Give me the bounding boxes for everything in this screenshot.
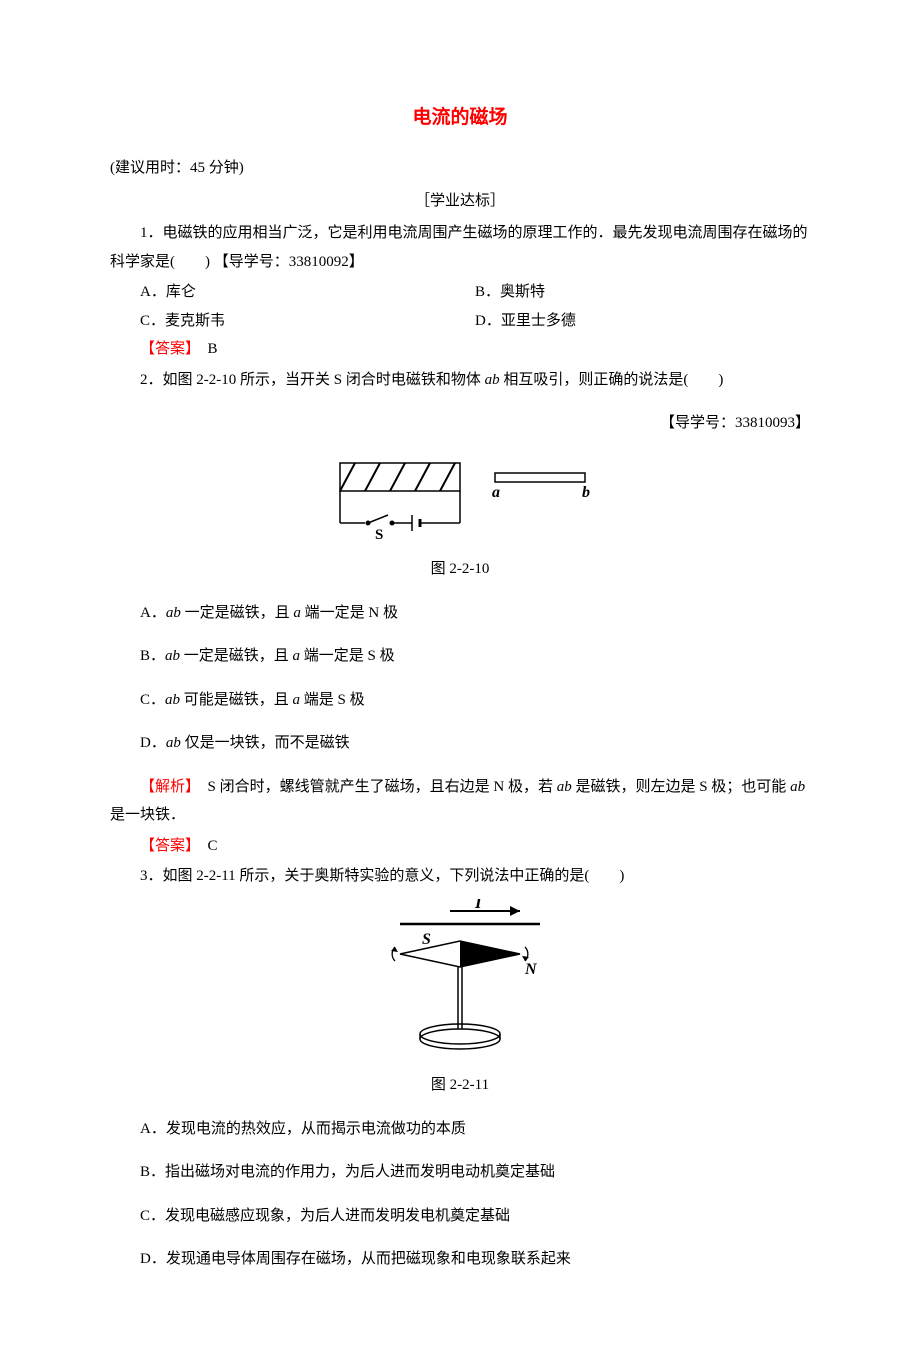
q1-row2: C．麦克斯韦 D．亚里士多德 <box>140 307 810 336</box>
q1-answer: 【答案】 B <box>110 335 810 364</box>
q3-stem: 3．如图 2-2-11 所示，关于奥斯特实验的意义，下列说法中正确的是( ) <box>110 862 810 891</box>
q3-optD: D．发现通电导体周围存在磁场，从而把磁现象和电现象联系起来 <box>140 1245 810 1274</box>
explanation-label: 【解析】 <box>140 779 193 795</box>
q1-optD: D．亚里士多德 <box>475 307 810 336</box>
svg-text:S: S <box>375 527 383 543</box>
q1-stem: 1．电磁铁的应用相当广泛，它是利用电流周围产生磁场的原理工作的．最先发现电流周围… <box>110 219 810 276</box>
page-title: 电流的磁场 <box>110 100 810 136</box>
q3-fig-caption: 图 2-2-11 <box>110 1071 810 1100</box>
q2-optD: D．ab 仅是一块铁，而不是磁铁 <box>140 729 810 758</box>
q1-optB: B．奥斯特 <box>475 278 810 307</box>
q3-optB: B．指出磁场对电流的作用力，为后人进而发明电动机奠定基础 <box>140 1158 810 1187</box>
svg-text:S: S <box>422 931 431 948</box>
time-suggestion: (建议用时：45 分钟) <box>110 154 810 183</box>
q2-figure: S a b <box>110 453 810 554</box>
q3-figure: I S N <box>110 899 810 1070</box>
q2-optB: B．ab 一定是磁铁，且 a 端一定是 S 极 <box>140 642 810 671</box>
q2-optA: A．ab 一定是磁铁，且 a 端一定是 N 极 <box>140 599 810 628</box>
q3-optC: C．发现电磁感应现象，为后人进而发明发电机奠定基础 <box>140 1202 810 1231</box>
section-header: ［学业达标］ <box>110 187 810 216</box>
q2-stem: 2．如图 2-2-10 所示，当开关 S 闭合时电磁铁和物体 ab 相互吸引，则… <box>110 366 810 395</box>
q1-optC: C．麦克斯韦 <box>140 307 475 336</box>
q3-optA: A．发现电流的热效应，从而揭示电流做功的本质 <box>140 1115 810 1144</box>
svg-text:a: a <box>492 484 500 501</box>
q2-ref: 【导学号：33810093】 <box>110 409 810 438</box>
q2-fig-caption: 图 2-2-10 <box>110 555 810 584</box>
q2-answer: 【答案】 C <box>110 832 810 861</box>
q2-optC: C．ab 可能是磁铁，且 a 端是 S 极 <box>140 686 810 715</box>
svg-text:b: b <box>582 484 590 501</box>
q1-row1: A．库仑 B．奥斯特 <box>140 278 810 307</box>
answer-label: 【答案】 <box>140 838 193 854</box>
answer-label: 【答案】 <box>140 341 193 357</box>
q2-explanation: 【解析】 S 闭合时，螺线管就产生了磁场，且右边是 N 极，若 ab 是磁铁，则… <box>110 773 810 830</box>
svg-text:N: N <box>524 961 538 978</box>
q1-optA: A．库仑 <box>140 278 475 307</box>
